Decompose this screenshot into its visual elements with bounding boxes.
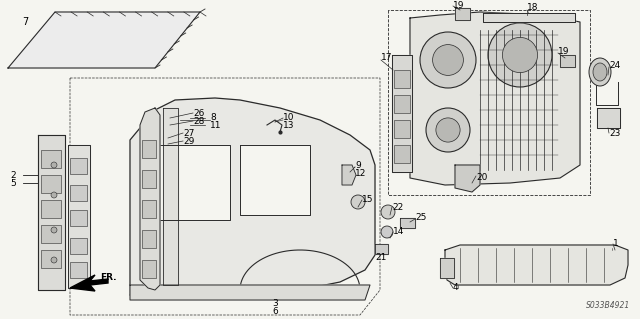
Polygon shape [455,165,480,192]
Text: 5: 5 [10,179,16,188]
Circle shape [381,205,395,219]
Text: 15: 15 [362,196,374,204]
Bar [394,145,410,163]
Bar [70,185,87,201]
Text: 12: 12 [355,168,366,177]
Text: 20: 20 [476,174,488,182]
Circle shape [433,45,463,75]
Polygon shape [70,275,108,291]
Bar [142,230,156,248]
Text: 3: 3 [272,299,278,308]
Ellipse shape [589,58,611,86]
Bar [394,120,410,138]
Text: 10: 10 [283,114,294,122]
Polygon shape [240,145,310,215]
Bar [394,95,410,113]
Bar [142,260,156,278]
Polygon shape [155,145,230,220]
Circle shape [420,32,476,88]
Polygon shape [597,108,620,128]
Text: 24: 24 [609,61,620,70]
Polygon shape [410,12,580,185]
Polygon shape [445,245,628,285]
Text: 4: 4 [453,284,459,293]
Ellipse shape [593,63,607,81]
Text: 2: 2 [10,170,15,180]
Polygon shape [560,55,575,67]
Text: 26: 26 [193,108,204,117]
Polygon shape [455,8,470,20]
Polygon shape [130,285,370,300]
Polygon shape [483,13,575,22]
Polygon shape [8,12,200,68]
Bar [41,150,61,168]
Circle shape [51,257,57,263]
Polygon shape [140,108,160,290]
Text: 6: 6 [272,307,278,315]
Bar [394,70,410,88]
Bar [41,250,61,268]
Bar [142,140,156,158]
Text: 21: 21 [375,254,387,263]
Text: 27: 27 [183,129,195,137]
Text: 13: 13 [283,122,294,130]
Text: 28: 28 [193,116,204,125]
Text: 9: 9 [355,160,361,169]
Circle shape [381,226,393,238]
Polygon shape [130,98,375,298]
Bar [70,262,87,278]
Polygon shape [38,135,65,290]
Text: 8: 8 [210,114,216,122]
Text: 25: 25 [415,213,426,222]
Text: 11: 11 [210,122,221,130]
Text: 18: 18 [527,4,538,12]
Circle shape [426,108,470,152]
Bar [70,238,87,254]
Bar [41,200,61,218]
Circle shape [436,118,460,142]
Circle shape [488,23,552,87]
Bar [70,210,87,226]
Circle shape [502,37,538,73]
Polygon shape [163,108,178,285]
Polygon shape [375,244,388,254]
Text: 17: 17 [381,54,392,63]
Text: 22: 22 [392,203,403,211]
Bar [41,225,61,243]
Polygon shape [440,258,454,278]
Bar [70,158,87,174]
Polygon shape [400,218,415,228]
Circle shape [51,192,57,198]
Text: FR.: FR. [100,273,116,283]
Text: 14: 14 [393,227,404,236]
Bar [142,170,156,188]
Circle shape [51,162,57,168]
Text: 23: 23 [609,129,620,137]
Bar [142,200,156,218]
Text: 29: 29 [183,137,195,145]
Bar [41,175,61,193]
Polygon shape [342,165,356,185]
Text: 1: 1 [613,239,619,248]
Text: 7: 7 [22,17,28,27]
Circle shape [351,195,365,209]
Circle shape [51,227,57,233]
Text: 19: 19 [453,2,465,11]
Text: S033B4921: S033B4921 [586,301,630,310]
Polygon shape [392,55,412,172]
Text: 19: 19 [558,48,570,56]
Polygon shape [68,145,90,288]
